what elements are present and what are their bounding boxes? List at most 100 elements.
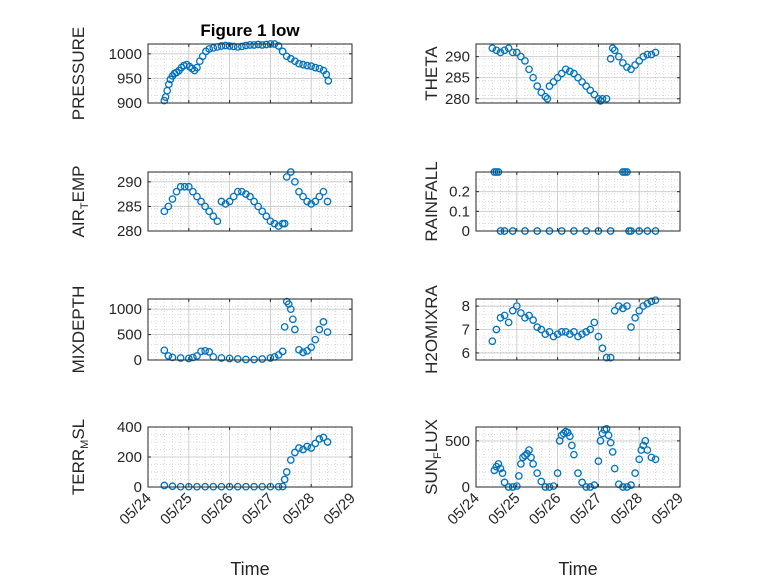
data-point [319,433,328,442]
data-point [288,315,297,324]
data-point [303,61,311,70]
data-point [242,355,250,364]
data-point [557,327,566,336]
data-point [164,202,173,211]
data-point [565,330,574,339]
y-tick-label: 280 [117,223,142,240]
data-point [205,348,214,356]
data-point [315,325,324,334]
data-point [643,446,652,454]
x-axis-label: Time [558,559,597,579]
data-point [225,354,234,363]
data-point [311,439,320,448]
axes-box [475,171,681,232]
data-point [512,302,521,310]
data-point [160,96,169,105]
data-point [258,207,267,216]
data-point [543,94,552,103]
data-point [565,432,574,441]
data-point [307,343,316,352]
data-point [549,332,558,341]
data-point [496,313,505,322]
x-tick-label: 05/26 [526,490,565,529]
data-point [160,481,169,490]
data-point [250,41,258,49]
data-point [508,48,517,57]
data-point [168,353,177,362]
data-point [565,67,574,76]
data-point [494,460,503,468]
data-point [311,63,320,72]
y-axis-label-subscript: F [432,452,444,459]
data-point [574,332,582,341]
data-point [299,192,307,201]
data-point [500,311,509,320]
data-point [517,52,525,61]
data-point [623,63,631,72]
data-point [512,482,521,490]
data-point [635,455,644,464]
data-point [280,219,289,228]
data-point [172,187,181,196]
data-point [561,327,570,336]
subplot-h2omixra: 6 7 8 H2OMIXRA [422,284,681,374]
data-point [639,441,648,450]
data-point [299,348,307,357]
data-point [233,355,242,363]
data-point [602,353,611,362]
data-point [545,82,554,90]
x-tick-label: 05/25 [485,490,524,529]
y-tick-label: 0.2 [449,184,470,201]
y-axis-label-subscript: T [79,202,91,209]
data-point [160,207,169,216]
data-point [233,187,242,196]
data-point [604,431,613,440]
y-axis-label: PRESSURE [69,27,88,121]
data-point [631,61,639,69]
data-point [311,335,320,344]
data-point [635,57,644,65]
data-point [295,187,303,196]
data-point [537,88,546,97]
data-point [193,63,201,72]
y-axis-label-part: TERR [69,449,88,495]
data-point [209,212,218,221]
y-tick-label: 1000 [109,46,142,63]
data-point [568,441,576,450]
data-point [266,354,275,362]
data-point [270,219,279,228]
data-point [561,65,570,74]
data-point [641,436,650,445]
data-point [512,48,521,57]
data-point [496,464,505,473]
y-tick-label: 290 [445,49,470,66]
data-point [201,346,209,355]
data-point [586,86,595,95]
data-point [627,481,635,489]
data-point [189,187,197,196]
data-point [610,464,619,473]
data-point [201,202,209,211]
data-point [258,355,267,363]
data-point [635,306,644,315]
data-point [237,42,246,51]
data-point [594,457,603,465]
data-point [197,347,205,356]
data-point [525,65,533,74]
data-point [295,59,303,68]
data-point [319,318,328,326]
y-tick-label: 8 [462,298,470,315]
data-point [168,482,177,491]
y-tick-label: 500 [445,433,470,450]
y-tick-label: 285 [445,70,470,87]
data-point [221,41,230,50]
data-point [537,325,546,334]
y-tick-label: 0 [462,223,470,240]
data-point [557,69,566,78]
data-point [299,60,307,69]
y-tick-label: 0.1 [449,203,470,220]
y-axis-label-subscript: M [79,440,91,449]
data-point [545,327,554,336]
